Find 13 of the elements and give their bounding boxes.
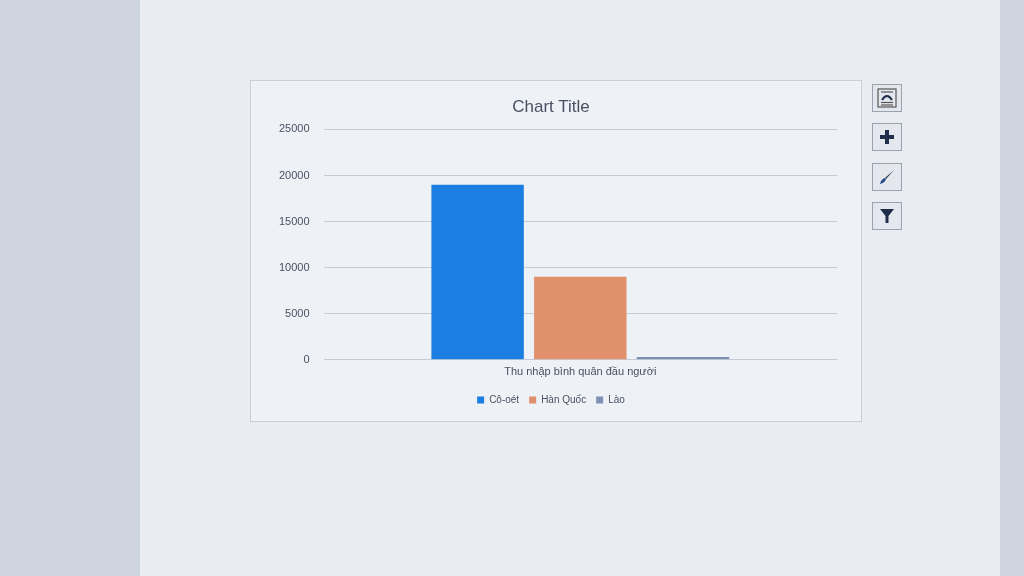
bar <box>534 276 627 360</box>
y-tick-label: 15000 <box>278 214 310 227</box>
y-tick-label: 25000 <box>278 122 310 135</box>
y-tick-label: 10000 <box>278 260 310 273</box>
y-tick-label: 20000 <box>278 168 310 181</box>
y-tick-label: 0 <box>303 352 310 365</box>
bar <box>431 184 524 360</box>
y-tick-label: 5000 <box>285 306 310 319</box>
legend-label: Hàn Quốc <box>541 393 587 405</box>
chart-title: Chart Title <box>512 96 590 116</box>
legend-label: Cô-oét <box>489 393 520 405</box>
x-tick-label: Thu nhập bình quân đầu người <box>504 365 657 378</box>
legend-label: Lào <box>608 393 626 405</box>
